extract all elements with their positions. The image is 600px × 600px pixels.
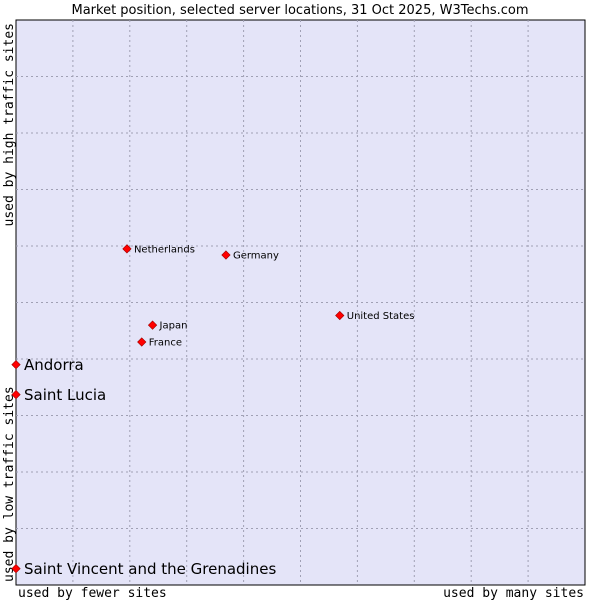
x-axis-label-right: used by many sites <box>443 586 584 600</box>
grid-lines <box>16 20 585 585</box>
point-label-saint-lucia: Saint Lucia <box>24 386 106 404</box>
x-axis-label-left: used by fewer sites <box>18 586 167 600</box>
y-axis-label-bottom: used by low traffic sites <box>2 386 17 582</box>
data-point-germany <box>221 250 231 260</box>
data-point-netherlands <box>122 244 132 254</box>
data-point-saint-lucia <box>11 389 21 400</box>
point-label-france: France <box>149 338 182 349</box>
point-label-germany: Germany <box>233 251 279 262</box>
data-point-france <box>137 337 147 347</box>
point-label-andorra: Andorra <box>24 356 84 374</box>
point-label-saint-vincent-and-the-grenadines: Saint Vincent and the Grenadines <box>24 560 276 578</box>
point-label-netherlands: Netherlands <box>134 244 195 255</box>
data-point-united-states <box>335 310 345 321</box>
point-label-united-states: United States <box>347 311 415 322</box>
chart-title: Market position, selected server locatio… <box>71 3 528 18</box>
data-point-japan <box>147 320 158 330</box>
y-axis-label-top: used by high traffic sites <box>2 23 17 227</box>
data-points: Netherlands Germany United States Japan Fran… <box>11 244 415 578</box>
data-point-andorra <box>11 360 21 370</box>
point-label-japan: Japan <box>159 321 188 332</box>
data-point-saint-vincent-and-the-grenadines <box>11 563 21 574</box>
